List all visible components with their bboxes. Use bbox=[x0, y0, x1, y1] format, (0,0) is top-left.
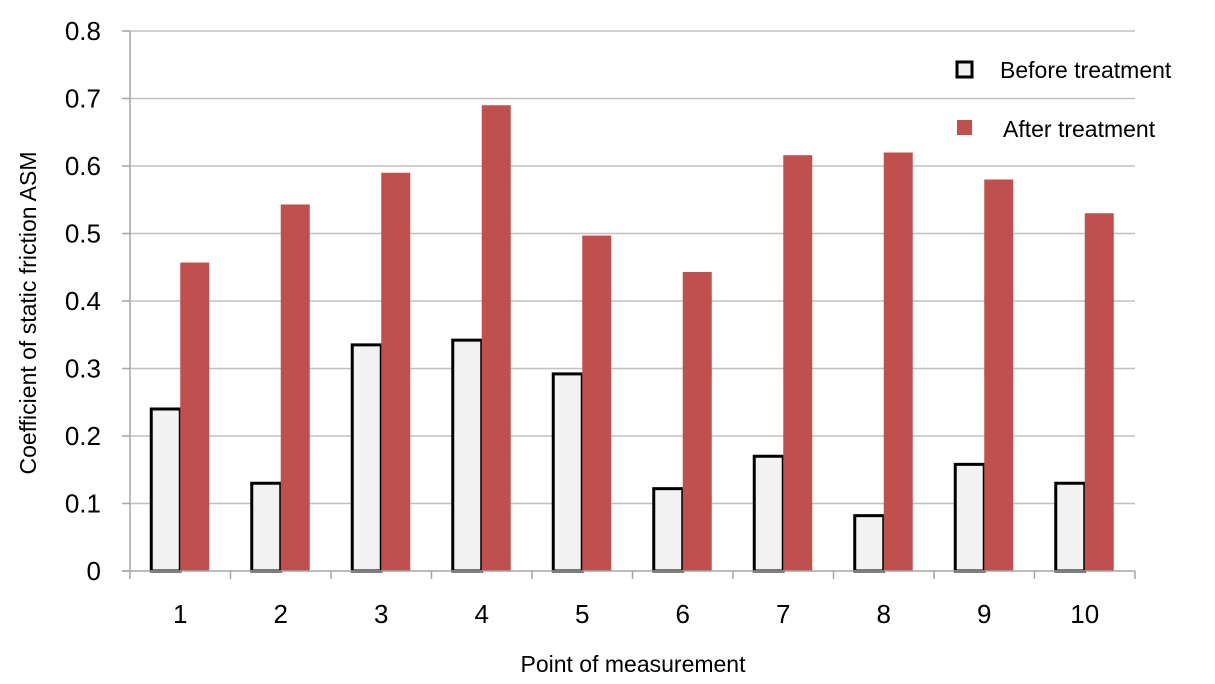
bar-after-treatment bbox=[381, 172, 411, 571]
legend: Before treatment After treatment bbox=[955, 57, 1172, 142]
bar-before-treatment bbox=[250, 481, 283, 573]
x-tick-label: 1 bbox=[173, 599, 187, 629]
y-tick-labels: 0 0.1 0.2 0.3 0.4 0.5 0.6 0.7 0.8 bbox=[65, 16, 101, 586]
bar-after-treatment bbox=[280, 204, 310, 571]
axes bbox=[122, 30, 1136, 579]
bar-after-treatment bbox=[481, 105, 511, 571]
y-tick-label: 0.1 bbox=[65, 489, 101, 519]
x-tick-label: 5 bbox=[575, 599, 589, 629]
y-axis-title: Coefficient of static friction ASM bbox=[15, 152, 41, 475]
x-tick-label: 2 bbox=[274, 599, 288, 629]
y-tick-label: 0 bbox=[87, 556, 101, 586]
x-tick-label: 9 bbox=[977, 599, 991, 629]
bar-before-treatment bbox=[752, 454, 785, 573]
bar-after-treatment bbox=[783, 155, 813, 571]
x-tick-label: 4 bbox=[475, 599, 489, 629]
x-tick-labels: 1 2 3 4 5 6 7 8 9 10 bbox=[173, 599, 1099, 629]
bar-after-treatment bbox=[984, 179, 1014, 571]
x-tick-label: 10 bbox=[1070, 599, 1099, 629]
bar-after-treatment bbox=[682, 271, 712, 571]
y-tick-label: 0.2 bbox=[65, 421, 101, 451]
bar-before-treatment bbox=[350, 343, 383, 573]
x-axis-title: Point of measurement bbox=[520, 651, 746, 677]
bar-after-treatment bbox=[180, 262, 210, 571]
x-tick-label: 3 bbox=[374, 599, 388, 629]
y-tick-label: 0.6 bbox=[65, 151, 101, 181]
bar-before-treatment bbox=[652, 487, 685, 573]
x-tick-label: 7 bbox=[776, 599, 790, 629]
bar-before-treatment bbox=[551, 372, 584, 573]
y-tick-label: 0.8 bbox=[65, 16, 101, 46]
y-tick-label: 0.4 bbox=[65, 286, 101, 316]
legend-swatch-after bbox=[957, 120, 972, 135]
bar-after-treatment bbox=[1084, 213, 1114, 571]
bar-after-treatment bbox=[883, 152, 913, 571]
legend-swatch-before bbox=[955, 60, 974, 79]
bar-before-treatment bbox=[149, 407, 182, 573]
bar-after-treatment bbox=[582, 235, 612, 571]
x-tick-label: 8 bbox=[877, 599, 891, 629]
y-tick-label: 0.7 bbox=[65, 84, 101, 114]
legend-label-after: After treatment bbox=[1003, 116, 1156, 142]
y-tick-label: 0.5 bbox=[65, 219, 101, 249]
bar-before-treatment bbox=[853, 514, 886, 573]
legend-label-before: Before treatment bbox=[1000, 57, 1172, 83]
x-tick-label: 6 bbox=[676, 599, 690, 629]
y-tick-label: 0.3 bbox=[65, 354, 101, 384]
bars bbox=[149, 105, 1114, 573]
bar-before-treatment bbox=[1054, 481, 1087, 573]
bar-before-treatment bbox=[451, 338, 484, 573]
bar-before-treatment bbox=[953, 462, 986, 573]
